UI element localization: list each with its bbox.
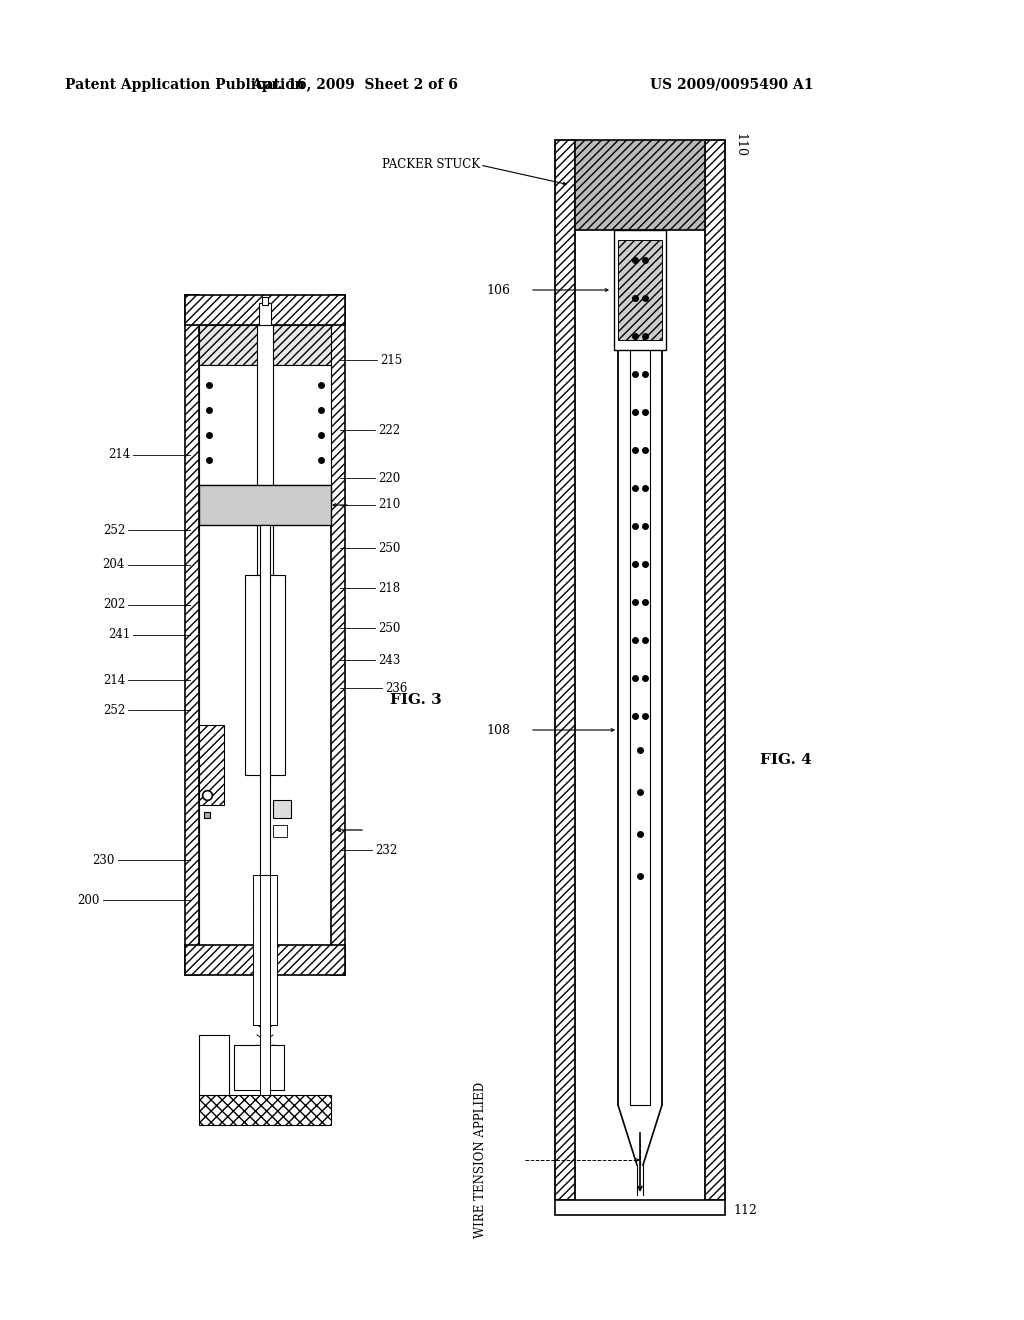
Text: Apr. 16, 2009  Sheet 2 of 6: Apr. 16, 2009 Sheet 2 of 6 [252, 78, 459, 92]
Text: 236: 236 [385, 681, 408, 694]
Bar [260, 525, 270, 875]
Bar [575, 140, 705, 230]
Bar [555, 1200, 725, 1214]
Text: 252: 252 [102, 524, 125, 536]
Text: PACKER STUCK: PACKER STUCK [382, 158, 480, 172]
Bar [199, 1096, 331, 1125]
Text: 202: 202 [102, 598, 125, 611]
Bar [618, 240, 662, 341]
Text: Patent Application Publication: Patent Application Publication [65, 78, 304, 92]
Text: 110: 110 [733, 133, 746, 157]
Bar [260, 875, 270, 1096]
Bar [331, 294, 345, 975]
Text: 112: 112 [733, 1204, 757, 1217]
Text: 241: 241 [108, 628, 130, 642]
Bar [273, 800, 291, 818]
Text: US 2009/0095490 A1: US 2009/0095490 A1 [650, 78, 813, 92]
Bar [630, 230, 650, 1105]
Bar [555, 140, 575, 1200]
Bar [259, 304, 271, 327]
Text: 106: 106 [486, 284, 510, 297]
Text: 230: 230 [92, 854, 115, 866]
Bar [614, 230, 666, 350]
Text: 250: 250 [378, 622, 400, 635]
Bar [185, 945, 345, 975]
Text: 250: 250 [378, 541, 400, 554]
Bar [262, 297, 268, 305]
Bar [199, 725, 224, 805]
Text: 204: 204 [102, 558, 125, 572]
Bar [185, 294, 345, 325]
Text: 214: 214 [108, 449, 130, 462]
Bar [199, 325, 331, 366]
Bar [199, 366, 331, 484]
Text: 232: 232 [375, 843, 397, 857]
Text: 210: 210 [378, 499, 400, 511]
Bar [199, 325, 331, 945]
Text: 222: 222 [378, 424, 400, 437]
Text: FIG. 3: FIG. 3 [390, 693, 441, 708]
Text: 220: 220 [378, 471, 400, 484]
Bar [245, 576, 285, 775]
Text: 215: 215 [380, 354, 402, 367]
Text: 218: 218 [378, 582, 400, 594]
Bar [705, 140, 725, 1200]
Text: FIG. 4: FIG. 4 [760, 752, 812, 767]
Bar [234, 1045, 284, 1090]
Bar [257, 325, 273, 576]
Text: 252: 252 [102, 704, 125, 717]
Text: 243: 243 [378, 653, 400, 667]
Text: 200: 200 [78, 894, 100, 907]
Text: 214: 214 [102, 673, 125, 686]
Bar [273, 825, 287, 837]
Text: WIRE TENSION APPLIED: WIRE TENSION APPLIED [473, 1082, 486, 1238]
Bar [185, 294, 199, 975]
Bar [199, 1035, 229, 1096]
Bar [199, 484, 331, 525]
Bar [253, 875, 278, 1026]
Text: 108: 108 [486, 723, 510, 737]
